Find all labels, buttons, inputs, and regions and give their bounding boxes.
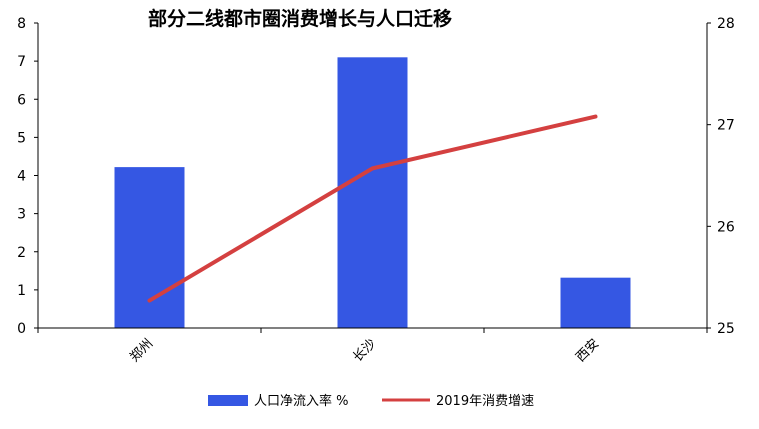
legend-label-bar: 人口净流入率 %	[254, 393, 349, 409]
y-right-tick-label: 27	[717, 118, 735, 134]
y-left-tick-label: 5	[17, 130, 26, 146]
x-tick-label-西安: 西安	[573, 336, 602, 365]
y-left-tick-label: 8	[17, 16, 26, 32]
bar-西安	[560, 277, 631, 328]
chart-title: 部分二线都市圈消费增长与人口迁移	[148, 7, 452, 30]
legend-label-line: 2019年消费增速	[436, 394, 534, 409]
y-left-tick-label: 1	[17, 283, 26, 299]
y-left-tick-label: 0	[17, 321, 26, 337]
y-left-tick-label: 2	[17, 245, 26, 261]
y-left-tick-label: 4	[17, 169, 26, 185]
bar-郑州	[114, 167, 185, 328]
y-right-tick-label: 26	[717, 219, 735, 235]
bar-长沙	[337, 57, 408, 328]
y-left-tick-label: 6	[17, 92, 26, 108]
x-tick-label-长沙: 长沙	[350, 336, 379, 365]
legend: 人口净流入率 % 2019年消费增速	[208, 393, 534, 409]
x-tick-label-郑州: 郑州	[127, 336, 156, 365]
plot-area: 0 1 2 3 4 5 6 7 8 25 26 27 28 郑州 长沙 西安	[17, 16, 735, 365]
y-right-tick-label: 25	[717, 321, 735, 337]
y-left-tick-label: 7	[17, 54, 26, 70]
y-right-tick-label: 28	[717, 16, 735, 32]
y-left-tick-label: 3	[17, 207, 26, 223]
legend-swatch-bar	[208, 395, 248, 406]
